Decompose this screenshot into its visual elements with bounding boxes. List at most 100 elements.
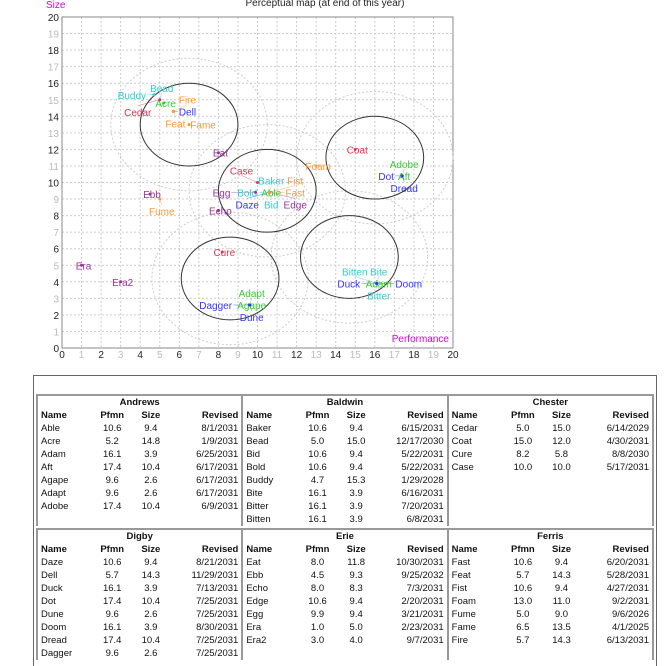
x-tick-label: 4 (137, 350, 143, 361)
product-point-label: Cure (213, 248, 235, 259)
table-cell: 9.4 (144, 557, 158, 568)
table-cell: Bite (246, 488, 263, 499)
table-cell: Dune (41, 609, 64, 620)
y-tick-label: 17 (48, 63, 60, 74)
table-row: Fume 5.0 9.0 9/6/2026 (449, 608, 652, 621)
product-point-label: Able (261, 188, 281, 199)
company-name: Erie (336, 531, 354, 542)
table-cell: 9.6 (105, 648, 119, 659)
x-tick-label: 2 (98, 350, 104, 361)
table-row: Adobe 17.4 10.4 6/9/2031 (38, 500, 241, 513)
company-table-digby: Digby Name Pfmn Size Revised Daze 10.6 9.4 8/21/… (38, 530, 244, 660)
x-axis-label: Performance (392, 334, 450, 345)
table-cell: 1/29/2028 (401, 475, 444, 486)
table-cell: 8/1/2031 (201, 423, 239, 434)
company-name: Ferris (537, 531, 564, 542)
table-cell: 3.9 (144, 622, 158, 633)
column-header: Name (451, 410, 478, 421)
table-row: Duck 16.1 3.9 7/13/2031 (38, 582, 241, 595)
table-cell: 9.4 (349, 609, 363, 620)
product-point-label: Acre (155, 99, 176, 110)
table-cell: 7/3/2031 (406, 583, 444, 594)
table-row: Era 1.0 5.0 2/23/2031 (243, 621, 446, 634)
table-row: Edge 10.6 9.4 2/20/2031 (243, 595, 446, 608)
table-cell: 9.6 (105, 609, 119, 620)
product-point-label: Adapt (239, 289, 265, 300)
table-cell: 6/13/2031 (606, 635, 649, 646)
product-point-label: Bold (237, 188, 257, 199)
table-cell: 2/23/2031 (401, 622, 444, 633)
table-cell: Fist (451, 583, 467, 594)
table-cell: 4/30/2031 (606, 436, 649, 447)
product-point-marker (314, 164, 318, 168)
y-tick-label: 2 (53, 311, 59, 322)
table-cell: 1.0 (310, 622, 325, 633)
product-point-label: Bitten (342, 267, 368, 278)
y-tick-label: 6 (53, 245, 59, 256)
product-point-marker (248, 303, 252, 307)
y-tick-label: 8 (53, 212, 59, 223)
column-header: Pfmn (100, 544, 125, 555)
table-cell: 3.9 (349, 514, 363, 525)
segment-circle (217, 148, 317, 233)
table-cell: 8.3 (349, 583, 363, 594)
product-tables: Andrews Name Pfmn Size Revised Able 10.6 9.4 8/1… (33, 375, 657, 666)
y-tick-label: 20 (48, 13, 60, 24)
table-cell: 16.1 (308, 488, 327, 499)
product-point-label: Agape (237, 301, 266, 312)
table-cell: 3.0 (310, 635, 325, 646)
table-cell: 9.4 (349, 423, 363, 434)
table-cell: 10.6 (308, 596, 327, 607)
table-cell: 7/25/2031 (196, 609, 239, 620)
company-name: Chester (532, 397, 568, 408)
product-point-label: Fame (190, 121, 216, 132)
y-tick-label: 12 (48, 145, 60, 156)
table-row: Bold 10.6 9.4 5/22/2031 (243, 461, 446, 474)
table-cell: 10.0 (552, 462, 571, 473)
company-table-baldwin: Baldwin Name Pfmn Size Revised Baker 10.6 9.4 6/… (243, 396, 449, 526)
table-cell: Era (246, 622, 262, 633)
product-point-label: Aft (398, 172, 410, 183)
table-cell: Fast (451, 557, 471, 568)
table-cell: Feat (451, 570, 471, 581)
table-cell: 14.8 (141, 436, 161, 447)
product-point-label: Buddy (118, 91, 146, 102)
table-cell: 17.4 (102, 501, 122, 512)
table-cell: 5/17/2031 (606, 462, 649, 473)
table-cell: 17.4 (102, 462, 122, 473)
x-tick-label: 12 (291, 350, 303, 361)
segment-outer-circle (296, 90, 454, 225)
table-cell: 6/20/2031 (606, 557, 649, 568)
y-tick-label: 18 (48, 46, 60, 57)
table-cell: 1/9/2031 (201, 436, 239, 447)
table-cell: Buddy (246, 475, 274, 486)
table-row: Echo 8.0 8.3 7/3/2031 (243, 582, 446, 595)
table-cell: Cure (451, 449, 473, 460)
table-cell: Coat (451, 436, 472, 447)
product-point-label: Fume (149, 207, 175, 218)
product-point-marker (162, 101, 166, 105)
x-tick-label: 9 (235, 350, 241, 361)
table-cell: 8/8/2030 (612, 449, 649, 460)
column-header: Revised (407, 410, 444, 421)
table-cell: 6/9/2031 (201, 501, 239, 512)
chart-title: Perceptual map (at end of this year) (246, 0, 405, 9)
table-cell: 16.1 (102, 449, 122, 460)
column-header: Name (246, 410, 273, 421)
table-cell: 14.3 (552, 570, 571, 581)
table-row: Fire 5.7 14.3 6/13/2031 (449, 634, 652, 647)
table-row: Case 10.0 10.0 5/17/2031 (449, 461, 652, 474)
table-cell: Fume (451, 609, 476, 620)
y-tick-label: 7 (53, 228, 59, 239)
product-point-marker (256, 181, 259, 184)
table-cell: 6/17/2031 (196, 488, 239, 499)
table-cell: 5.7 (516, 570, 530, 581)
table-row: Fame 6.5 13.5 4/1/2025 (449, 621, 652, 634)
table-cell: Agape (41, 475, 69, 486)
table-cell: 4.7 (310, 475, 325, 486)
table-row: Daze 10.6 9.4 8/21/2031 (38, 556, 241, 569)
table-row: Era2 3.0 4.0 9/7/2031 (243, 634, 446, 647)
table-cell: 9/7/2031 (406, 635, 444, 646)
product-point-marker (158, 98, 162, 102)
column-header: Pfmn (100, 410, 125, 421)
